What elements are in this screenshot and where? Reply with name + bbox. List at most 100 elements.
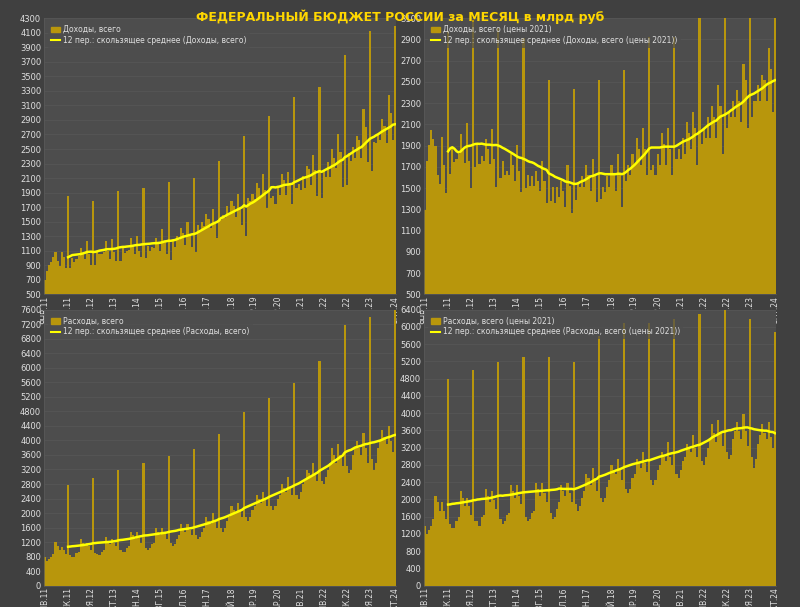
Bar bbox=[262, 492, 264, 586]
Bar bbox=[245, 517, 247, 586]
Bar bbox=[254, 199, 256, 331]
Bar bbox=[537, 181, 539, 347]
Bar bbox=[109, 259, 111, 331]
Bar bbox=[746, 446, 749, 586]
Bar bbox=[335, 168, 338, 331]
Bar bbox=[44, 557, 46, 586]
Bar bbox=[713, 117, 715, 347]
Bar bbox=[302, 176, 304, 331]
Bar bbox=[224, 218, 226, 331]
Bar bbox=[57, 546, 58, 586]
Bar bbox=[768, 422, 770, 586]
Bar bbox=[774, 331, 776, 586]
Bar bbox=[759, 101, 762, 347]
Bar bbox=[170, 260, 172, 331]
Bar bbox=[535, 483, 537, 586]
Bar bbox=[212, 209, 214, 331]
Bar bbox=[705, 456, 707, 586]
Bar bbox=[109, 544, 111, 586]
Bar bbox=[692, 112, 694, 347]
Bar bbox=[207, 521, 210, 586]
Bar bbox=[329, 463, 331, 586]
Bar bbox=[728, 112, 730, 347]
Bar bbox=[98, 555, 101, 586]
Bar bbox=[115, 261, 118, 331]
Bar bbox=[768, 48, 770, 347]
Bar bbox=[182, 528, 184, 586]
Bar bbox=[587, 478, 590, 586]
Bar bbox=[709, 439, 711, 586]
Bar bbox=[151, 544, 153, 586]
Bar bbox=[742, 64, 745, 347]
Bar bbox=[119, 261, 122, 331]
Bar bbox=[650, 481, 652, 586]
Bar bbox=[251, 510, 254, 586]
Bar bbox=[485, 489, 487, 586]
Bar bbox=[153, 543, 155, 586]
Bar bbox=[201, 222, 203, 331]
Bar bbox=[667, 442, 669, 586]
Bar bbox=[701, 144, 702, 347]
Bar bbox=[680, 160, 682, 347]
Bar bbox=[61, 546, 63, 586]
Bar bbox=[318, 87, 321, 331]
Bar bbox=[502, 524, 504, 586]
Bar bbox=[738, 101, 740, 347]
Bar bbox=[174, 544, 176, 586]
Bar bbox=[566, 483, 569, 586]
Bar bbox=[67, 485, 69, 586]
Bar bbox=[230, 202, 233, 331]
Bar bbox=[306, 470, 308, 586]
Bar bbox=[105, 242, 107, 331]
Bar bbox=[583, 491, 586, 586]
Bar bbox=[362, 433, 365, 586]
Bar bbox=[138, 251, 140, 331]
Bar bbox=[625, 181, 627, 347]
Bar bbox=[377, 448, 379, 586]
Bar bbox=[454, 161, 455, 347]
Bar bbox=[543, 493, 546, 586]
Bar bbox=[455, 160, 458, 347]
Bar bbox=[510, 154, 512, 347]
Bar bbox=[458, 154, 460, 347]
Bar bbox=[373, 470, 375, 586]
Bar bbox=[627, 493, 630, 586]
Bar bbox=[78, 552, 80, 586]
Bar bbox=[199, 231, 201, 331]
Bar bbox=[369, 317, 371, 586]
Bar bbox=[437, 502, 438, 586]
Bar bbox=[321, 198, 322, 331]
Bar bbox=[281, 174, 283, 331]
Bar bbox=[753, 467, 755, 586]
Bar bbox=[132, 535, 134, 586]
Bar bbox=[210, 524, 212, 586]
Bar bbox=[170, 543, 172, 586]
Bar bbox=[172, 546, 174, 586]
Bar bbox=[119, 550, 122, 586]
Bar bbox=[96, 554, 98, 586]
Bar bbox=[46, 271, 48, 331]
Bar bbox=[613, 175, 614, 347]
Bar bbox=[339, 455, 342, 586]
Bar bbox=[285, 195, 287, 331]
Bar bbox=[61, 251, 63, 331]
Bar bbox=[470, 188, 472, 347]
Bar bbox=[730, 117, 732, 347]
Bar bbox=[193, 449, 195, 586]
Bar bbox=[220, 220, 222, 331]
Bar bbox=[636, 459, 638, 586]
Bar bbox=[669, 456, 671, 586]
Bar bbox=[590, 191, 592, 347]
Bar bbox=[84, 546, 86, 586]
Bar bbox=[295, 188, 298, 331]
Bar bbox=[617, 459, 619, 586]
Bar bbox=[322, 484, 325, 586]
Bar bbox=[316, 481, 318, 586]
Bar bbox=[438, 184, 441, 347]
Bar bbox=[390, 441, 392, 586]
Bar bbox=[736, 422, 738, 586]
Bar bbox=[455, 521, 458, 586]
Bar bbox=[438, 510, 441, 586]
Bar bbox=[472, 21, 474, 347]
Bar bbox=[667, 127, 669, 347]
